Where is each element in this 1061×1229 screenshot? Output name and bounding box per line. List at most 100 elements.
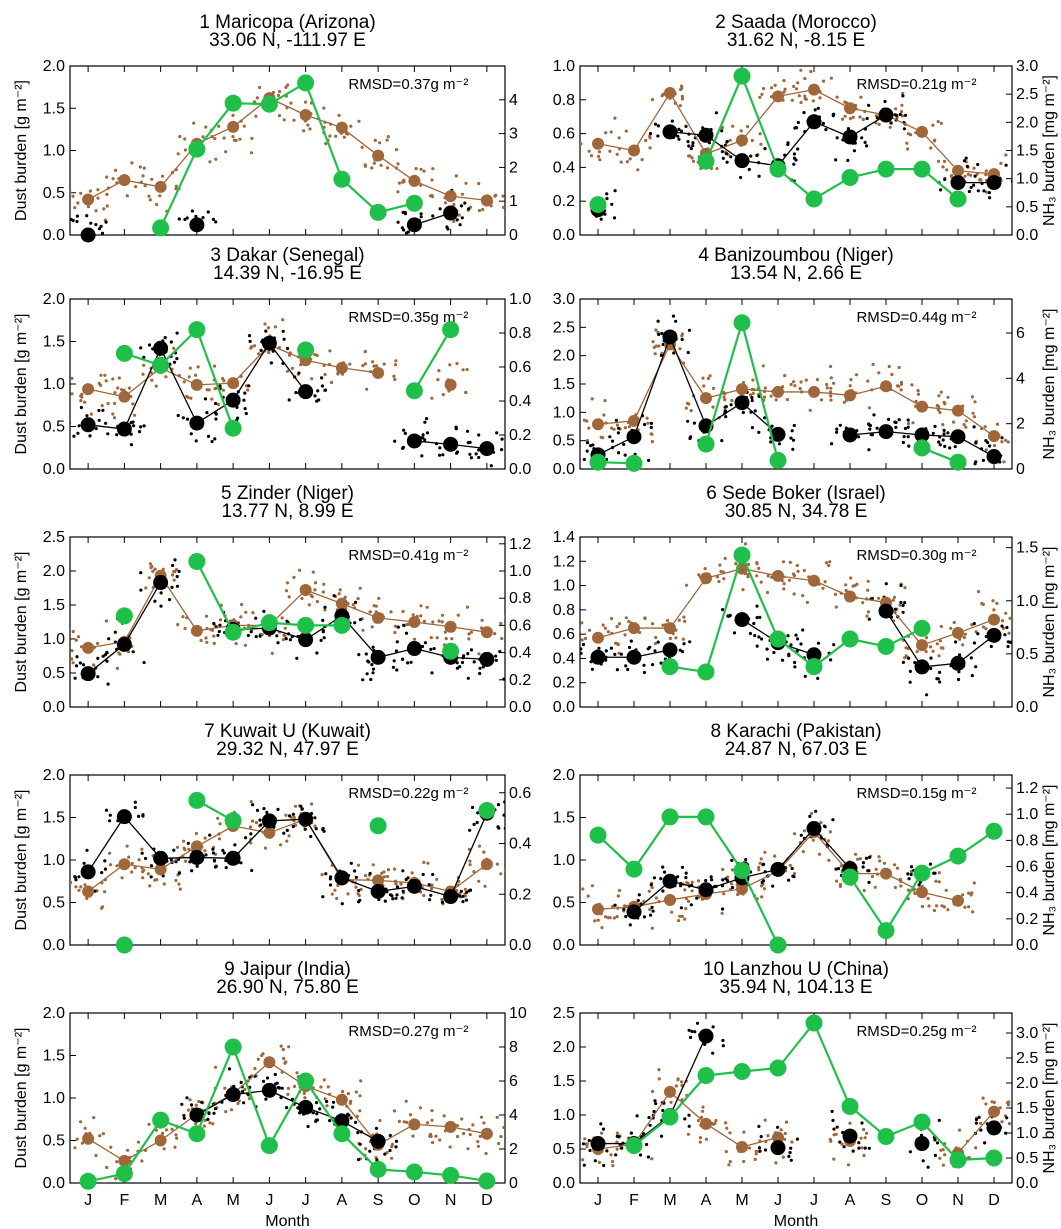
daily-point: [967, 905, 971, 909]
y-axis-label: Dust burden [g m⁻²]: [13, 552, 30, 693]
daily-point: [194, 1103, 198, 1107]
series-marker: [118, 1154, 131, 1167]
daily-point: [642, 670, 647, 675]
daily-point: [163, 336, 167, 340]
daily-point: [792, 152, 797, 156]
daily-point: [661, 889, 665, 893]
series-marker: [769, 936, 787, 954]
series-marker: [298, 384, 314, 400]
daily-point: [249, 630, 253, 634]
daily-point: [580, 1138, 581, 1142]
daily-point: [724, 1121, 728, 1125]
daily-point: [242, 398, 246, 402]
x-tick-label: A: [701, 1192, 712, 1209]
x-tick-label: A: [337, 1192, 348, 1209]
daily-point: [691, 159, 696, 163]
series-segment: [704, 322, 744, 445]
daily-point: [803, 97, 807, 101]
daily-point: [974, 441, 978, 445]
daily-point: [474, 452, 478, 456]
daily-point: [903, 656, 907, 660]
daily-point: [222, 136, 226, 140]
daily-point: [313, 353, 317, 357]
daily-point: [477, 208, 482, 213]
daily-point: [73, 875, 77, 879]
daily-point: [615, 625, 619, 629]
panel-8: 8 Karachi (Pakistan)24.87 N, 67.03 E0.00…: [553, 721, 1058, 954]
daily-point: [402, 428, 406, 432]
daily-point: [448, 1145, 452, 1149]
series-marker: [334, 1113, 350, 1129]
daily-point: [687, 328, 692, 332]
daily-point: [793, 665, 797, 669]
series-segment: [741, 1136, 779, 1148]
daily-point: [901, 440, 906, 445]
daily-point: [448, 363, 452, 367]
daily-point: [435, 877, 439, 882]
daily-point: [254, 821, 259, 825]
daily-point: [628, 157, 632, 161]
series-marker: [769, 1059, 787, 1077]
series-segment: [196, 382, 234, 386]
series-segment: [196, 825, 234, 847]
daily-point: [760, 637, 764, 641]
daily-point: [129, 443, 133, 447]
daily-point: [580, 448, 581, 450]
daily-point: [692, 421, 697, 425]
series-marker: [697, 152, 715, 170]
daily-point: [310, 377, 314, 381]
daily-point: [759, 857, 763, 861]
daily-point: [724, 1150, 728, 1154]
daily-point: [342, 135, 346, 139]
daily-point: [600, 1131, 604, 1135]
series-marker: [118, 858, 131, 871]
daily-point: [464, 898, 468, 902]
daily-point: [929, 666, 933, 671]
daily-point: [346, 892, 350, 896]
daily-point: [697, 573, 701, 577]
daily-point: [987, 191, 992, 195]
daily-point: [931, 649, 935, 653]
daily-point: [354, 875, 358, 880]
daily-point: [336, 372, 340, 376]
daily-point: [899, 380, 904, 384]
series-marker: [592, 903, 604, 916]
daily-point: [643, 616, 647, 620]
daily-point: [682, 642, 686, 646]
daily-point: [647, 1115, 651, 1120]
daily-point: [455, 362, 459, 366]
daily-point: [437, 369, 441, 373]
daily-point: [899, 600, 903, 605]
daily-point: [368, 871, 372, 876]
daily-point: [842, 400, 846, 404]
series-marker: [628, 414, 640, 427]
daily-point: [761, 863, 765, 867]
daily-point: [729, 882, 734, 886]
y-tick-label: 0.4: [553, 650, 575, 667]
daily-point: [796, 569, 800, 574]
daily-point: [593, 1159, 597, 1163]
daily-point: [635, 1114, 639, 1118]
daily-point: [970, 395, 975, 399]
daily-point: [721, 867, 725, 872]
daily-point: [627, 645, 632, 650]
daily-point: [379, 163, 383, 167]
daily-point: [836, 867, 841, 871]
daily-point: [842, 1145, 846, 1149]
daily-point: [651, 340, 655, 344]
daily-point: [829, 376, 833, 380]
daily-point: [158, 194, 162, 198]
daily-point: [757, 566, 761, 571]
daily-point: [221, 388, 225, 392]
series-marker: [952, 894, 964, 907]
daily-point: [466, 676, 470, 680]
daily-point: [708, 374, 712, 378]
daily-point: [718, 563, 722, 567]
series-marker: [950, 175, 966, 191]
y-tick-label: 1.4: [553, 529, 575, 546]
daily-point: [353, 869, 357, 873]
daily-point: [680, 84, 684, 88]
daily-point: [174, 187, 178, 191]
daily-point: [937, 880, 941, 884]
daily-point: [500, 437, 504, 441]
